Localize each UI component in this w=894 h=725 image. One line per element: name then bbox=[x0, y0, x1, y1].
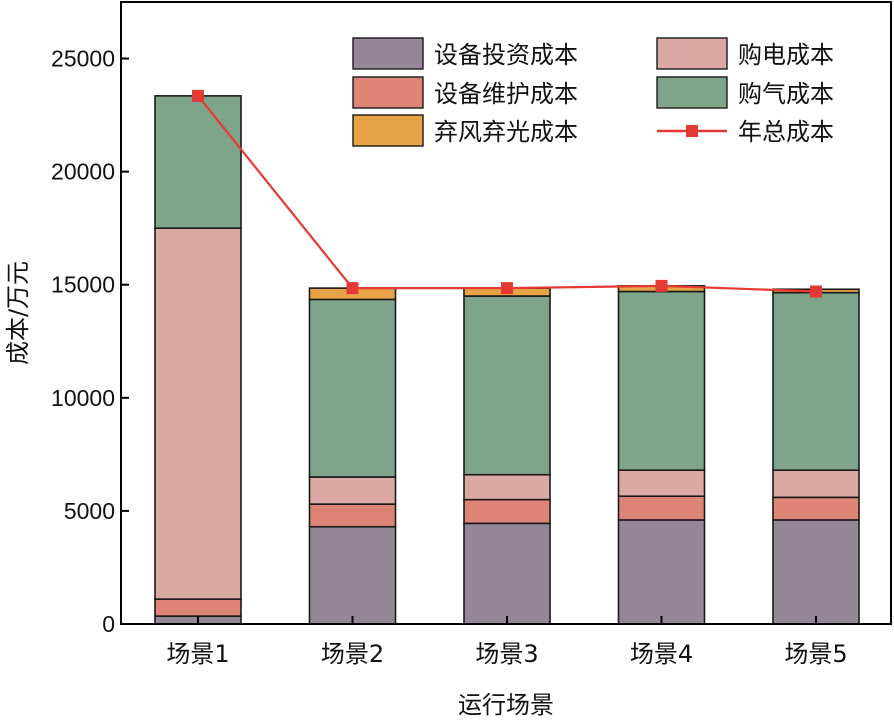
bar-segment-s4-c4 bbox=[617, 290, 706, 471]
bar-segment-s4-c1 bbox=[154, 95, 242, 229]
total-cost-marker-3 bbox=[501, 282, 513, 295]
bar-segment-s3-c3 bbox=[463, 473, 551, 501]
x-tick-label-5: 场景5 bbox=[784, 640, 847, 668]
total-cost-marker-2 bbox=[346, 282, 359, 295]
bar-segment-s4-c2 bbox=[308, 298, 397, 478]
y-tick-label-5000: 5000 bbox=[64, 498, 115, 524]
bar-segment-s3-c1 bbox=[154, 227, 242, 600]
legend-label-1: 设备投资成本 bbox=[434, 41, 578, 69]
bar-segment-s3-c4 bbox=[617, 469, 706, 498]
bar-segment-s3-c2 bbox=[308, 476, 397, 505]
legend-swatch-5 bbox=[352, 114, 424, 147]
total-cost-marker-5 bbox=[810, 285, 822, 298]
bar-segment-s2-c3 bbox=[463, 498, 551, 525]
x-axis: 场景1 场景2 场景3 场景4 场景5 bbox=[166, 616, 848, 668]
bar-segment-s2-c4 bbox=[617, 495, 706, 521]
bar-segment-s1-c4 bbox=[617, 519, 706, 625]
x-tick-label-1: 场景1 bbox=[166, 640, 229, 668]
bar-segment-s1-c5 bbox=[772, 519, 860, 625]
legend-swatch-2 bbox=[656, 37, 728, 70]
y-tick-label-10000: 10000 bbox=[51, 385, 115, 411]
legend-swatch-1 bbox=[352, 37, 424, 70]
legend-label-5: 弃风弃光成本 bbox=[434, 118, 578, 146]
y-axis: 0 5000 10000 15000 20000 25000 bbox=[51, 46, 129, 637]
y-axis-title: 成本/万元 bbox=[4, 261, 32, 365]
y-tick-label-25000: 25000 bbox=[51, 46, 115, 72]
y-tick-label-20000: 20000 bbox=[51, 159, 115, 185]
bar-segment-s2-c1 bbox=[154, 598, 242, 617]
bar-segment-s1-c2 bbox=[308, 525, 397, 625]
total-cost-line-layer bbox=[192, 89, 822, 298]
total-cost-marker-4 bbox=[655, 279, 668, 292]
bar-segment-s3-c5 bbox=[772, 469, 860, 499]
x-tick-label-2: 场景2 bbox=[321, 640, 384, 668]
legend-label-3: 设备维护成本 bbox=[434, 80, 578, 108]
legend-swatch-4 bbox=[656, 76, 728, 109]
y-tick-label-0: 0 bbox=[102, 611, 115, 637]
legend-marker-total-cost bbox=[686, 125, 698, 137]
bar-segment-s2-c5 bbox=[772, 496, 860, 521]
bar-segment-s2-c2 bbox=[308, 503, 397, 528]
legend-label-4: 购气成本 bbox=[738, 80, 834, 108]
x-tick-label-3: 场景3 bbox=[475, 640, 538, 668]
x-tick-label-4: 场景4 bbox=[630, 640, 693, 668]
legend-label-6: 年总成本 bbox=[738, 118, 834, 146]
total-cost-marker-1 bbox=[192, 89, 204, 102]
bar-segment-s4-c5 bbox=[772, 291, 860, 471]
bar-segment-s4-c3 bbox=[463, 295, 551, 476]
bars-layer bbox=[154, 95, 860, 625]
bar-segment-s1-c3 bbox=[463, 522, 551, 625]
legend-swatch-3 bbox=[352, 76, 424, 109]
legend-label-2: 购电成本 bbox=[738, 41, 834, 69]
y-tick-label-15000: 15000 bbox=[51, 272, 115, 298]
x-axis-title: 运行场景 bbox=[458, 691, 554, 719]
